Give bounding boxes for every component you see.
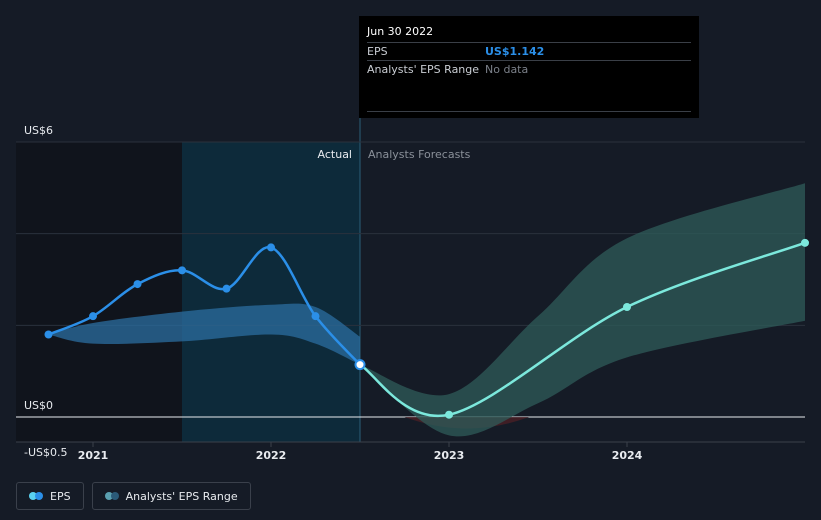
actual-label: Actual — [318, 148, 352, 161]
eps-point-actual — [133, 280, 142, 289]
eps-point-actual — [44, 330, 53, 339]
x-tick-label: 2024 — [612, 449, 643, 462]
eps-point-actual — [267, 243, 275, 252]
tooltip-range-value: No data — [485, 63, 529, 76]
range-swatch-icon — [104, 492, 119, 500]
eps-point-actual — [89, 312, 97, 321]
tooltip-eps-value: US$1.142 — [485, 45, 545, 58]
tooltip-divider — [367, 111, 691, 112]
legend-range-button[interactable]: Analysts' EPS Range — [91, 482, 251, 510]
x-tick-label: 2023 — [434, 449, 465, 462]
legend: EPS Analysts' EPS Range — [16, 482, 251, 510]
forecast-label: Analysts Forecasts — [368, 148, 471, 161]
past-band — [16, 142, 182, 442]
eps-line-forecast — [359, 241, 806, 418]
x-tick-label: 2022 — [256, 449, 287, 462]
eps-point-forecast — [623, 303, 631, 311]
forecast-range-area — [360, 183, 805, 437]
legend-eps-label: EPS — [50, 489, 71, 503]
eps-point-actual — [311, 312, 320, 321]
eps-point-forecast — [445, 410, 453, 419]
eps-point-actual — [222, 284, 231, 293]
y-tick-label: -US$0.5 — [24, 446, 68, 459]
x-tick-label: 2021 — [78, 449, 109, 462]
tooltip-range-label: Analysts' EPS Range — [367, 63, 480, 76]
eps-swatch-icon — [29, 492, 43, 500]
tooltip-range-row: Analysts' EPS Range No data — [367, 60, 691, 78]
tooltip-date: Jun 30 2022 — [367, 25, 434, 38]
tooltip-eps-row: EPS US$1.142 — [367, 42, 691, 60]
legend-range-label: Analysts' EPS Range — [125, 489, 238, 503]
y-tick-label: US$0 — [24, 399, 53, 412]
legend-eps-button[interactable]: EPS — [16, 482, 84, 510]
eps-point-actual — [178, 266, 186, 275]
actual-highlight-band — [182, 142, 360, 442]
eps-highlight-point — [354, 359, 366, 371]
y-tick-label: US$6 — [24, 124, 53, 137]
eps-point-forecast — [801, 238, 809, 247]
tooltip-eps-label: EPS — [367, 45, 388, 58]
tooltip: Jun 30 2022 EPS US$1.142 Analysts' EPS R… — [359, 16, 699, 118]
actual-range-area — [48, 303, 360, 365]
